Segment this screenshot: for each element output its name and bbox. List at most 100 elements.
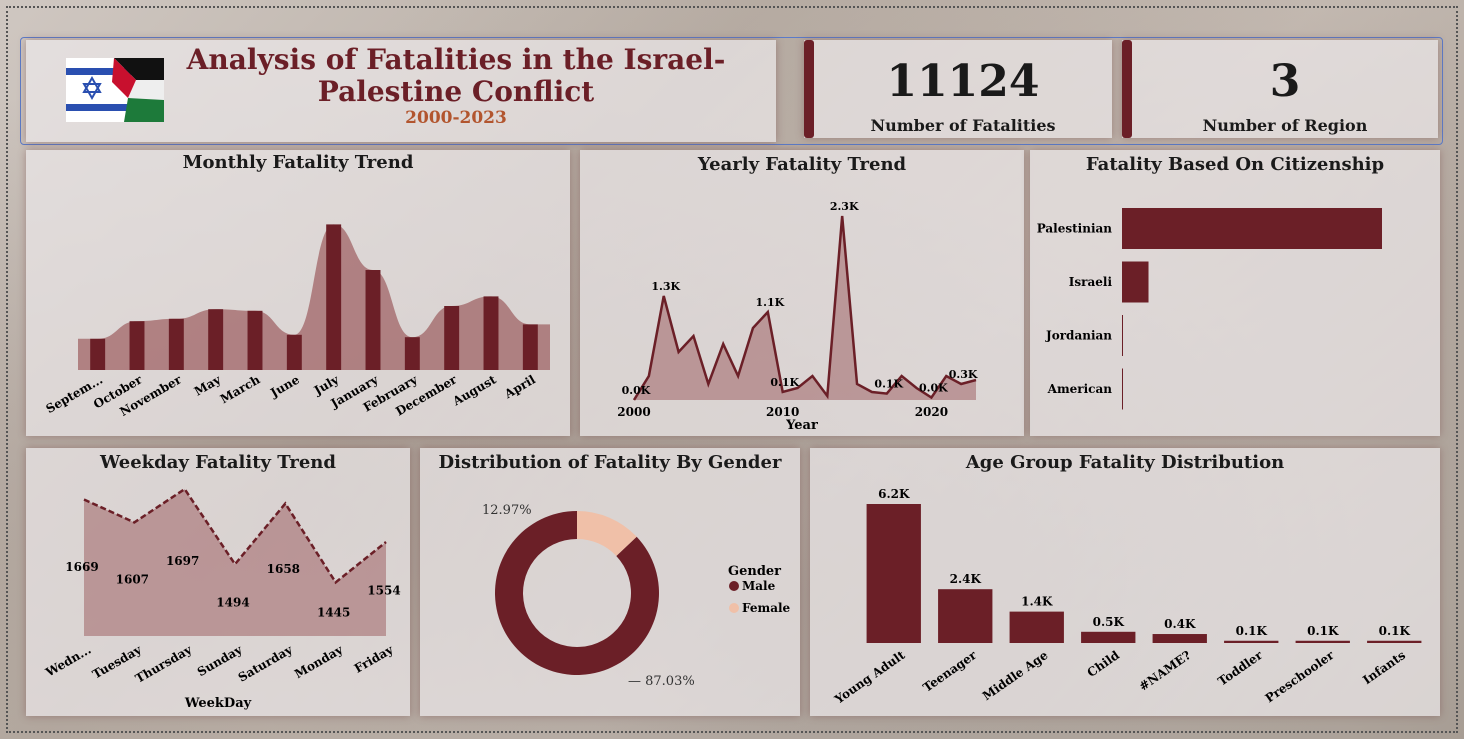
age-data-label: 2.4K xyxy=(950,572,982,586)
weekday-trend-panel: Weekday Fatality Trend WeekDay 1669 1607 1… xyxy=(26,448,410,716)
kpi-fatalities-label: Number of Fatalities xyxy=(870,116,1056,135)
monthly-tick-label: April xyxy=(501,372,538,401)
yearly-data-label: 0.0K xyxy=(919,382,948,395)
monthly-bar xyxy=(208,309,224,370)
title-line-2: Palestine Conflict xyxy=(317,75,595,108)
yearly-tick-label: 2020 xyxy=(915,405,948,419)
age-group-chart: 6.2K Young Adult 2.4K Teenager 1.4K Middle Ag… xyxy=(831,487,1422,707)
gender-title: Distribution of Fatality By Gender xyxy=(438,452,782,473)
gender-legend-marker xyxy=(729,581,739,591)
weekday-data-label: 1554 xyxy=(367,583,400,597)
age-data-label: 0.5K xyxy=(1093,615,1125,629)
kpi-regions-label: Number of Region xyxy=(1202,116,1368,135)
gender-data-label: 12.97% xyxy=(482,503,532,518)
age-tick-label: Toddler xyxy=(1215,648,1265,689)
gender-legend-marker xyxy=(729,603,739,613)
weekday-x-axis-label: WeekDay xyxy=(184,696,252,711)
weekday-tick-label: Thursday xyxy=(133,642,195,686)
weekday-tick-label: Wedn... xyxy=(43,642,94,680)
age-bar xyxy=(1009,611,1064,643)
monthly-bar xyxy=(444,306,460,370)
weekday-data-label: 1658 xyxy=(267,562,300,576)
yearly-data-label: 0.1K xyxy=(770,376,799,389)
weekday-data-label: 1607 xyxy=(116,573,149,587)
yearly-tick-label: 2000 xyxy=(617,405,650,419)
age-data-label: 1.4K xyxy=(1021,595,1053,609)
age-tick-label: #NAME? xyxy=(1136,648,1193,694)
dashboard-title: Analysis of Fatalities in the Israel- Pa… xyxy=(176,44,736,108)
gender-slice-female xyxy=(577,511,637,556)
yearly-area xyxy=(634,216,976,400)
weekday-area xyxy=(84,489,386,636)
weekday-data-label: 1445 xyxy=(317,605,350,619)
yearly-trend-panel: Yearly Fatality Trend Year 0.0K 1.3K 1.1K 0… xyxy=(580,150,1024,436)
weekday-data-label: 1494 xyxy=(216,596,249,610)
weekday-tick-label: Saturday xyxy=(236,642,296,685)
weekday-trend-chart: 1669160716971494165814451554Wedn...Tuesd… xyxy=(43,487,401,686)
dashboard-frame xyxy=(6,6,1458,733)
yearly-x-axis-label: Year xyxy=(786,418,818,433)
title-line-1: Analysis of Fatalities in the Israel- xyxy=(186,43,726,76)
yearly-data-label: 2.3K xyxy=(830,200,859,213)
age-bar xyxy=(1295,640,1350,643)
age-bar xyxy=(938,589,993,643)
yearly-data-label: 1.1K xyxy=(755,296,784,309)
monthly-bar xyxy=(404,337,420,370)
weekday-tick-label: Friday xyxy=(352,642,397,676)
age-tick-label: Infants xyxy=(1360,648,1408,687)
age-data-label: 6.2K xyxy=(878,487,910,501)
citizenship-tick-label: Palestinian xyxy=(1037,222,1113,236)
monthly-tick-label: August xyxy=(450,372,499,409)
kpi-regions-value: 3 xyxy=(1269,56,1301,107)
weekday-tick-label: Monday xyxy=(292,642,346,681)
monthly-tick-label: June xyxy=(267,372,302,400)
age-data-label: 0.1K xyxy=(1236,624,1268,638)
citizenship-title: Fatality Based On Citizenship xyxy=(1085,154,1385,175)
citizenship-bar xyxy=(1122,368,1123,410)
kpi-fatalities-card: 11124 Number of Fatalities xyxy=(804,40,1112,138)
gender-data-label: — 87.03% xyxy=(628,674,695,689)
date-range-subtitle: 2000-2023 xyxy=(405,108,507,128)
monthly-bar xyxy=(90,338,106,370)
monthly-trend-title: Monthly Fatality Trend xyxy=(182,152,414,173)
monthly-bar xyxy=(522,324,538,370)
kpi-regions-card: 3 Number of Region xyxy=(1122,40,1438,138)
citizenship-bar xyxy=(1122,208,1382,249)
monthly-bar xyxy=(168,318,184,370)
yearly-data-label: 0.0K xyxy=(622,384,651,397)
age-bar xyxy=(1081,631,1136,643)
age-bar xyxy=(1367,640,1422,643)
citizenship-tick-label: Jordanian xyxy=(1045,329,1112,343)
age-tick-label: Middle Age xyxy=(980,648,1051,703)
age-bar xyxy=(866,504,921,643)
age-bar xyxy=(1224,640,1279,643)
monthly-bar xyxy=(286,334,302,370)
yearly-tick-label: 2010 xyxy=(766,405,799,419)
weekday-line xyxy=(83,487,387,585)
gender-legend-label: Female xyxy=(742,601,791,615)
citizenship-panel: Fatality Based On Citizenship Palestinia… xyxy=(1030,150,1440,436)
kpi-accent-bar xyxy=(804,40,814,138)
yearly-data-label: 1.3K xyxy=(651,280,680,293)
title-card: Analysis of Fatalities in the Israel- Pa… xyxy=(26,40,776,142)
age-group-title: Age Group Fatality Distribution xyxy=(965,452,1285,473)
monthly-bar xyxy=(129,321,145,370)
kpi-fatalities-value: 11124 xyxy=(886,56,1040,107)
age-group-panel: Age Group Fatality Distribution 6.2K Youn… xyxy=(810,448,1440,716)
kpi-accent-bar xyxy=(1122,40,1132,138)
gender-panel: Distribution of Fatality By Gender Gende… xyxy=(420,448,800,716)
monthly-bar xyxy=(483,296,499,370)
age-tick-label: Child xyxy=(1085,648,1123,680)
monthly-tick-label: March xyxy=(218,372,263,406)
weekday-trend-title: Weekday Fatality Trend xyxy=(100,452,336,473)
citizenship-chart: Palestinian Israeli Jordanian American xyxy=(1037,208,1382,410)
age-data-label: 0.1K xyxy=(1307,624,1339,638)
monthly-area xyxy=(78,224,550,370)
gender-slice-male xyxy=(495,511,659,675)
age-tick-label: Preschooler xyxy=(1263,648,1337,706)
header-border xyxy=(20,37,1443,145)
gender-legend-label: Male xyxy=(742,579,776,593)
citizenship-tick-label: Israeli xyxy=(1069,275,1113,289)
